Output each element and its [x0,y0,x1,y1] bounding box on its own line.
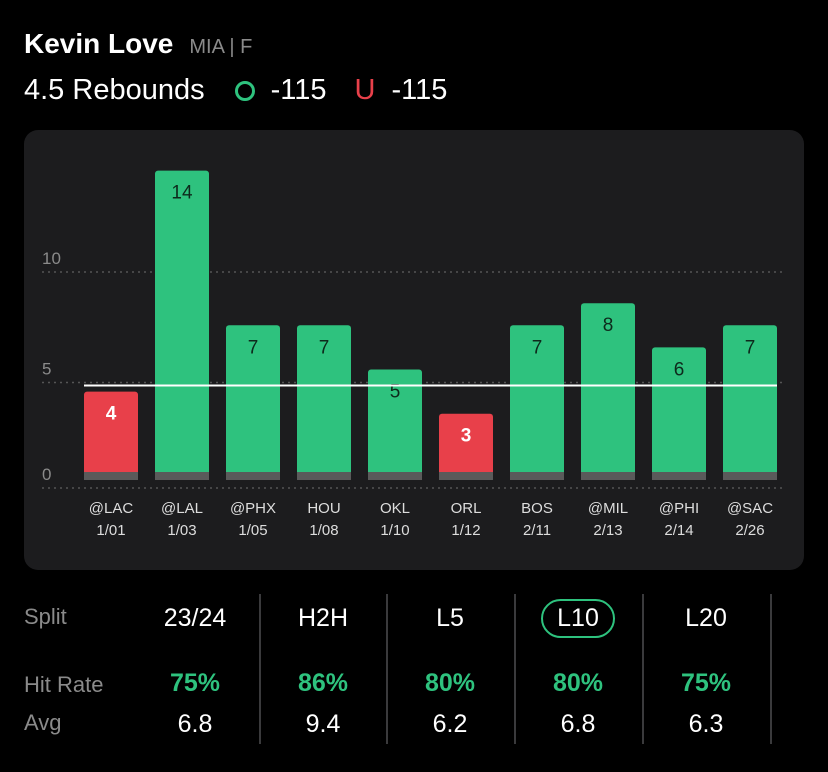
bar [84,391,138,480]
over-circle-icon[interactable] [234,80,255,101]
y-tick-label: 10 [42,249,61,268]
bar [226,325,280,480]
bar-base [368,472,422,480]
column-divider [259,594,261,744]
bar-base [297,472,351,480]
avg-value: 9.4 [305,710,341,738]
split-tab-h2h[interactable]: H2H [297,604,348,632]
split-tab-l5[interactable]: L5 [436,604,464,632]
bar-value-label: 7 [248,337,259,358]
x-tick-date: 2/13 [593,522,622,539]
x-tick-date: 1/05 [238,522,267,539]
prop-line-label: 4.5 Rebounds [24,74,205,106]
column-divider [514,594,516,744]
x-tick-opponent: @MIL [588,500,628,517]
x-tick-opponent: OKL [380,500,410,517]
bar-value-label: 3 [461,426,472,447]
bar-value-label: 7 [532,337,543,358]
x-tick-opponent: @PHI [659,500,699,517]
bar [297,325,351,480]
x-tick-date: 2/26 [735,522,764,539]
x-tick-opponent: @PHX [230,500,276,517]
split-row-label: Split [24,604,67,629]
bar-base [226,472,280,480]
x-tick-opponent: ORL [451,500,482,517]
bar [155,170,209,480]
avg-value: 6.8 [177,710,213,738]
split-tab-l10[interactable]: L10 [514,599,642,638]
team-position: MIA | F [189,36,253,58]
bar [368,369,422,480]
hit-rate-row-label: Hit Rate [24,672,104,697]
column-divider [642,594,644,744]
x-tick-date: 1/12 [451,522,480,539]
over-odds[interactable]: -115 [270,74,327,106]
avg-value: 6.8 [560,710,596,738]
hit-rate-value: 75% [169,669,221,697]
x-tick-date: 1/10 [380,522,409,539]
x-tick-date: 2/11 [523,522,551,539]
bar-base [510,472,564,480]
y-tick-label: 0 [42,465,51,484]
bar-value-label: 7 [319,337,330,358]
chart-svg: 0 5 10 4 @LAC 1/01 14 @LAL 1/03 7 @PHX 1/05 7 HOU 1/08… [42,170,782,539]
x-tick-date: 1/03 [167,522,196,539]
game-log-chart: 0 5 10 4 @LAC 1/01 14 @LAL 1/03 7 @PHX 1/05 7 HOU 1/08… [24,130,804,570]
x-tick-date: 2/14 [664,522,693,539]
prop-header: Kevin Love MIA | F 4.5 Rebounds -115 U -… [24,28,447,107]
bar [439,413,493,480]
bar-base [439,472,493,480]
y-tick-label: 5 [42,360,51,379]
hit-rate-value: 86% [297,669,349,697]
column-divider [770,594,772,744]
avg-value: 6.3 [688,710,724,738]
player-name: Kevin Love [24,28,174,59]
bar-base [652,472,706,480]
bar-value-label: 6 [674,359,685,380]
avg-row-label: Avg [24,710,62,735]
x-tick-opponent: @LAL [161,500,203,517]
under-odds[interactable]: -115 [391,74,448,106]
x-tick-opponent: @LAC [89,500,134,517]
bar-value-label: 5 [390,382,401,403]
bar-value-label: 4 [106,404,117,425]
bar-base [84,472,138,480]
bar-value-label: 14 [171,183,193,204]
bar-value-label: 8 [603,315,614,336]
column-divider [386,594,388,744]
x-tick-date: 1/01 [96,522,125,539]
hit-rate-value: 80% [552,669,604,697]
bar [581,303,635,480]
x-tick-opponent: BOS [521,500,553,517]
bar [723,325,777,480]
bar-base [155,472,209,480]
bar-base [581,472,635,480]
hit-rate-value: 80% [424,669,476,697]
x-tick-opponent: @SAC [727,500,773,517]
bar [510,325,564,480]
x-tick-opponent: HOU [307,500,340,517]
avg-value: 6.2 [432,710,468,738]
hit-rate-value: 75% [680,669,732,697]
split-tab-2324[interactable]: 23/24 [163,604,227,632]
x-tick-date: 1/08 [309,522,338,539]
under-icon[interactable]: U [354,74,376,106]
bar-base [723,472,777,480]
split-tab-l20[interactable]: L20 [685,604,727,632]
bar-value-label: 7 [745,337,756,358]
bar [652,347,706,480]
stats-table: Split Hit Rate Avg 23/24 H2H L5 L10 L20 … [0,590,828,772]
